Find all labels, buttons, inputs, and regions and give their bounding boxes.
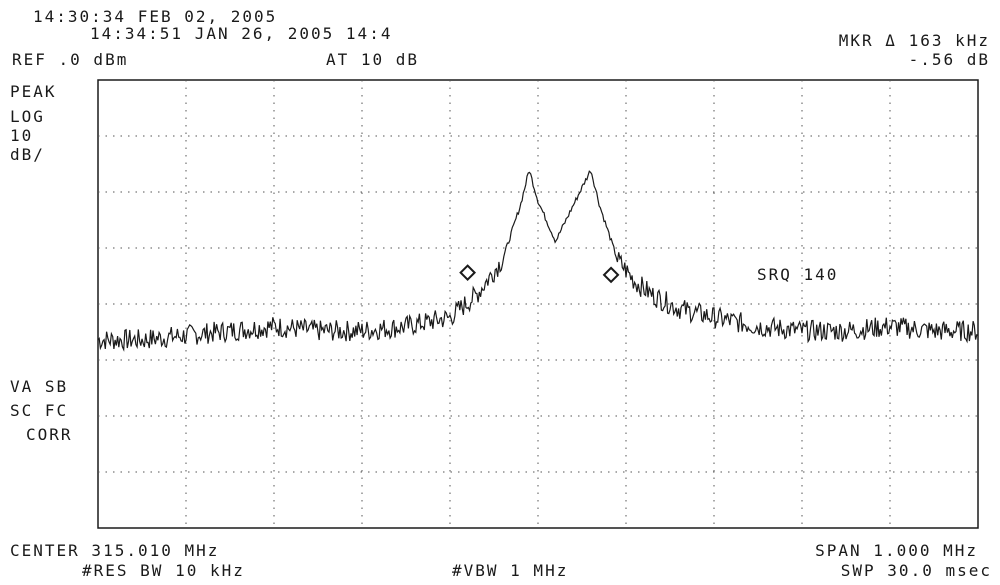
spectrum-trace	[97, 170, 979, 352]
sweep-time: SWP 30.0 msec	[840, 561, 992, 580]
scale-unit: dB/	[10, 145, 45, 164]
timestamp-reference: 14:34:51 JAN 26, 2005 14:4	[90, 24, 393, 43]
marker-diamond-delta	[602, 266, 620, 284]
scale-type: LOG	[10, 107, 45, 126]
center-frequency: CENTER 315.010 MHz	[10, 541, 220, 560]
scale-value: 10	[10, 126, 34, 145]
frequency-span: SPAN 1.000 MHz	[815, 541, 978, 560]
detector-mode: PEAK	[10, 82, 57, 101]
sc-fc-indicator: SC FC	[10, 401, 69, 420]
graticule-lines	[98, 80, 978, 528]
srq-annotation: SRQ 140	[757, 265, 839, 284]
attenuation: AT 10 dB	[326, 50, 420, 69]
marker-delta-amplitude: -.56 dB	[908, 50, 990, 69]
reference-level: REF .0 dBm	[12, 50, 129, 69]
resolution-bandwidth: #RES BW 10 kHz	[82, 561, 245, 580]
correction-indicator: CORR	[26, 425, 73, 444]
va-sb-indicator: VA SB	[10, 377, 69, 396]
markers	[459, 264, 620, 284]
video-bandwidth: #VBW 1 MHz	[452, 561, 569, 580]
marker-diamond-reference	[459, 264, 477, 282]
marker-delta-frequency: MKR Δ 163 kHz	[838, 31, 990, 50]
timestamp-current: 14:30:34 FEB 02, 2005	[33, 7, 278, 26]
graticule-frame	[97, 79, 979, 529]
